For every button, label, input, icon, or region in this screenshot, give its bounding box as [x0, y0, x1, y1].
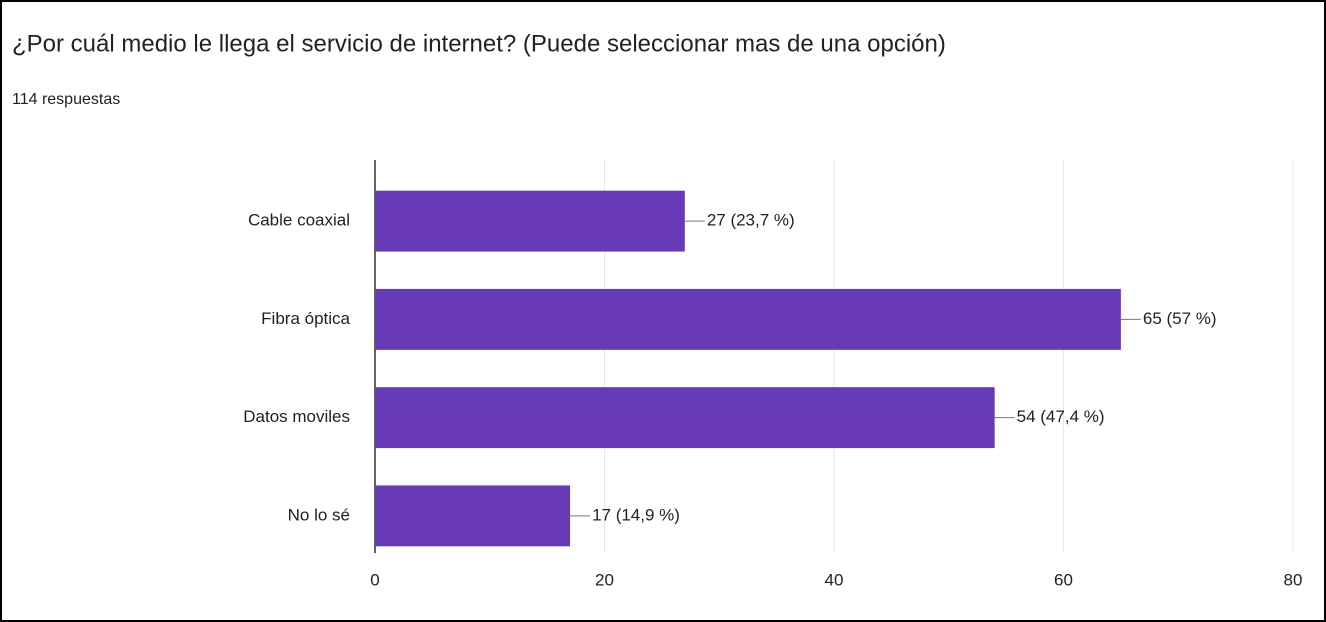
x-tick-label: 20 — [595, 570, 614, 589]
bar — [375, 288, 1121, 350]
chart-title: ¿Por cuál medio le llega el servicio de … — [12, 30, 946, 57]
chart-subtitle: 114 respuestas — [12, 91, 120, 108]
x-tick-label: 60 — [1054, 570, 1073, 589]
data-label: 54 (47,4 %) — [1017, 407, 1105, 426]
bar — [375, 387, 995, 449]
x-tick-label: 80 — [1284, 570, 1303, 589]
y-tick-label: Cable coaxial — [248, 211, 350, 230]
data-label: 17 (14,9 %) — [592, 505, 680, 524]
x-tick-label: 40 — [825, 570, 844, 589]
data-label: 27 (23,7 %) — [707, 211, 795, 230]
y-tick-label: Fibra óptica — [261, 309, 350, 328]
bar — [375, 190, 685, 252]
data-label: 65 (57 %) — [1143, 309, 1217, 328]
y-tick-label: Datos moviles — [243, 407, 350, 426]
x-tick-label: 0 — [370, 570, 379, 589]
bar — [375, 485, 571, 547]
y-tick-label: No lo sé — [288, 505, 350, 524]
